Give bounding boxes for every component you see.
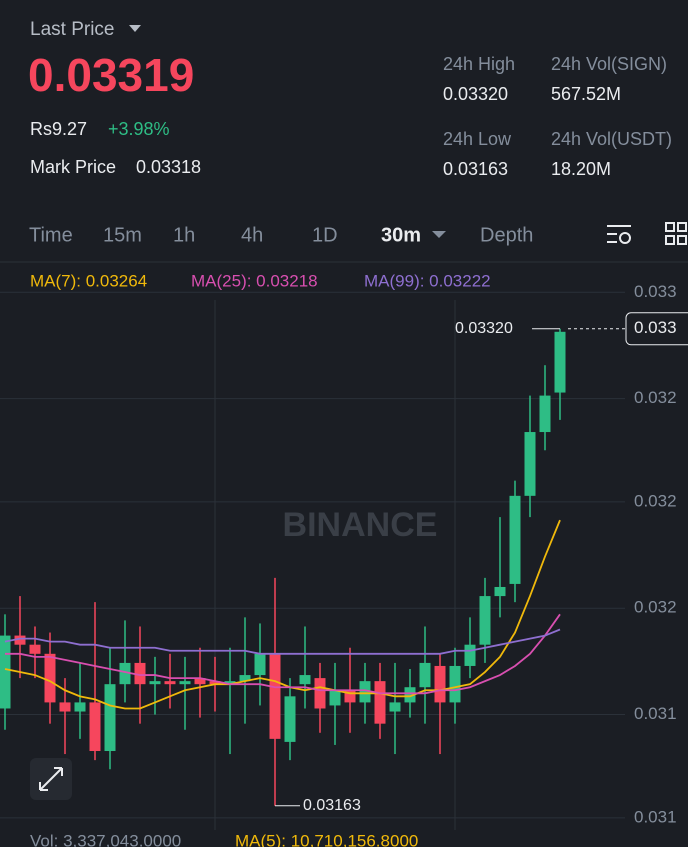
ma-line xyxy=(5,613,561,695)
fiat-price: Rs9.27 xyxy=(30,119,87,139)
candle-body xyxy=(194,678,206,685)
stat-value: 0.03320 xyxy=(443,84,508,104)
candle-body xyxy=(419,662,431,688)
y-tick-label: 0.032 xyxy=(634,388,677,407)
stat-value: 567.52M xyxy=(551,84,621,104)
candle-body xyxy=(119,662,131,685)
tab[interactable]: 4h xyxy=(241,224,263,246)
y-tick-label: 0.031 xyxy=(634,807,677,826)
candle-body xyxy=(14,635,26,645)
tab[interactable]: 1D xyxy=(312,224,338,246)
candle-body xyxy=(74,702,86,712)
ma-legend: MA(7): 0.03264 xyxy=(30,271,147,290)
volume-text: Vol: 3,337,043.0000 xyxy=(30,831,181,847)
last-price-tag-label: 0.033 xyxy=(634,318,677,337)
tab[interactable]: 1h xyxy=(173,224,195,246)
ma-legend: MA(25): 0.03218 xyxy=(191,271,318,290)
candle-body xyxy=(239,675,251,682)
candle-body xyxy=(209,681,221,685)
layout-icon[interactable] xyxy=(665,222,687,245)
low-label: 0.03163 xyxy=(303,797,361,814)
candle-body xyxy=(299,675,311,685)
candle-body xyxy=(404,687,416,703)
candle-body xyxy=(0,635,11,709)
candle-body xyxy=(149,681,161,685)
stat-value: 0.03163 xyxy=(443,159,508,179)
candle-body xyxy=(374,681,386,724)
candle-body xyxy=(524,432,536,496)
price-change: +3.98% xyxy=(108,119,170,139)
ma-legend: MA(99): 0.03222 xyxy=(364,271,491,290)
stat-label: 24h High xyxy=(443,54,515,74)
stat-label: 24h Vol(SIGN) xyxy=(551,54,667,74)
mark-price-label: Mark Price xyxy=(30,157,116,177)
last-price: 0.03319 xyxy=(28,49,194,101)
candle-body xyxy=(224,681,236,685)
y-tick-label: 0.032 xyxy=(634,491,677,510)
candle-body xyxy=(509,495,521,584)
tab-active[interactable]: 30m xyxy=(381,224,421,246)
candle-body xyxy=(89,702,101,752)
dropdown-caret[interactable] xyxy=(129,25,141,32)
candle-body xyxy=(59,702,71,712)
high-label: 0.03320 xyxy=(455,320,513,337)
stat-label: 24h Vol(USDT) xyxy=(551,129,672,149)
tab[interactable]: Depth xyxy=(480,224,533,246)
candle-body xyxy=(164,681,176,685)
stat-value: 18.20M xyxy=(551,159,611,179)
candle-body xyxy=(434,665,446,703)
tab-caret[interactable] xyxy=(432,231,446,238)
candle-body xyxy=(389,702,401,712)
candle-body xyxy=(179,681,191,685)
candle-body xyxy=(284,696,296,742)
candle-body xyxy=(44,653,56,703)
candle-body xyxy=(134,662,146,685)
last-price-label[interactable]: Last Price xyxy=(30,19,114,40)
candle-body xyxy=(29,644,41,654)
ma-line xyxy=(4,519,561,710)
candle-body xyxy=(479,596,491,645)
candle-body xyxy=(254,653,266,676)
candle-body xyxy=(539,395,551,433)
candle-body xyxy=(554,331,566,393)
stat-label: 24h Low xyxy=(443,129,512,149)
candle-body xyxy=(494,586,506,597)
volume-ma: MA(5): 10,710,156.8000 xyxy=(235,831,418,847)
candle-body xyxy=(329,690,341,706)
candle-body xyxy=(269,653,281,739)
watermark: BINANCE xyxy=(283,506,438,544)
plot: 0.033 0.032 0.032 0.032 0.031 0.031 0.03320 0.0… xyxy=(0,282,688,826)
candle-body xyxy=(104,684,116,752)
indicator-icon[interactable] xyxy=(607,225,631,244)
y-tick-label: 0.031 xyxy=(634,704,677,723)
expand-icon[interactable] xyxy=(39,767,63,791)
mark-price: 0.03318 xyxy=(136,157,201,177)
y-tick-label: 0.033 xyxy=(634,282,677,301)
last-price-tag xyxy=(625,312,688,346)
candle-body xyxy=(344,690,356,703)
candle-body xyxy=(464,644,476,666)
y-tick-label: 0.032 xyxy=(634,598,677,617)
ma-line xyxy=(4,628,561,655)
tab[interactable]: Time xyxy=(29,224,73,246)
tab[interactable]: 15m xyxy=(103,224,142,246)
candle-body xyxy=(359,681,371,703)
candle-body xyxy=(449,665,461,703)
candle-body xyxy=(314,678,326,709)
